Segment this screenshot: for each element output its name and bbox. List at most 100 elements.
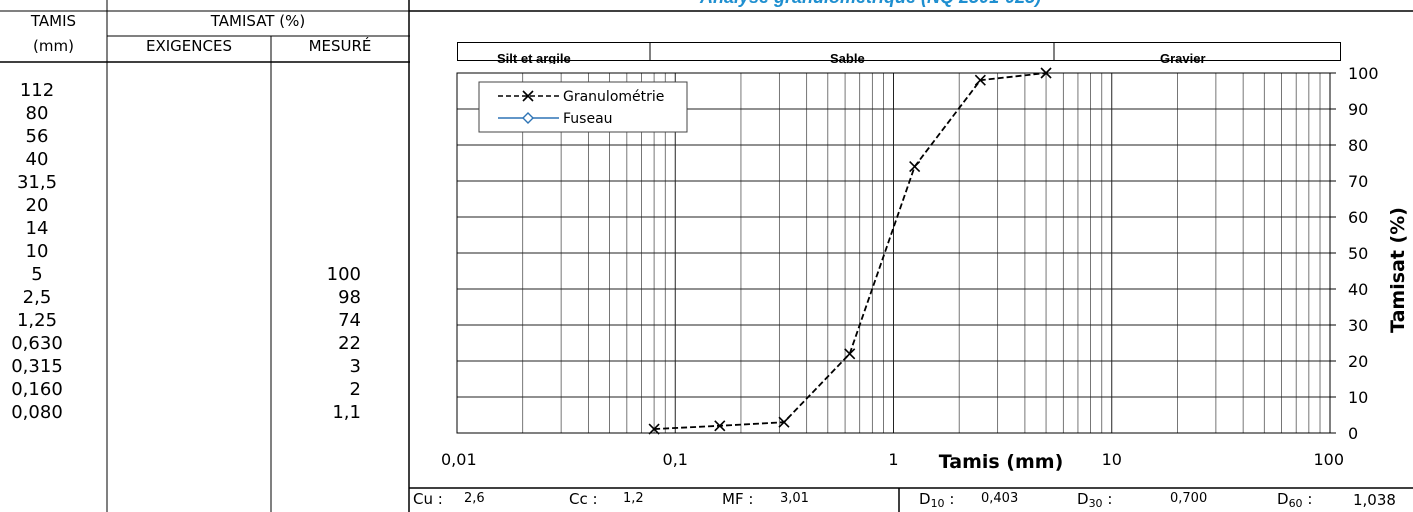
y-axis-ticks: 0 10 20 30 40 50 60 70 80 90 100 — [1330, 64, 1379, 443]
tamis-cell: 31,5 — [16, 172, 58, 193]
y-tick-label: 0 — [1348, 424, 1358, 443]
exigence-cell — [74, 310, 271, 333]
x-tick-label: 1 — [888, 450, 898, 469]
tamis-cell: 0,315 — [11, 356, 63, 377]
exigence-cell — [74, 402, 271, 425]
band-silt-label: Silt et argile — [497, 51, 571, 64]
tamis-cell: 2,5 — [22, 287, 52, 308]
cc-label: Cc : — [569, 490, 598, 508]
data-point-marker — [714, 420, 726, 432]
exigence-cell — [74, 333, 271, 356]
table-row: 2,5 98 — [0, 287, 409, 310]
tamis-cell: 5 — [31, 264, 43, 285]
y-tick-label: 70 — [1348, 172, 1368, 191]
mesure-cell: 1,1 — [332, 402, 361, 423]
x-tick-label: 0,1 — [663, 450, 688, 469]
mesure-cell — [271, 218, 361, 241]
series-layer — [648, 67, 1052, 435]
table-row: 40 — [0, 149, 409, 172]
x-axis-title: Tamis (mm) — [939, 451, 1064, 473]
table-row: 5 100 — [0, 264, 409, 287]
y-tick-label: 50 — [1348, 244, 1368, 263]
data-point-marker — [778, 416, 790, 428]
mesure-cell — [271, 195, 361, 218]
exigence-cell — [74, 149, 271, 172]
exigence-cell — [74, 356, 271, 379]
mesure-cell: 3 — [349, 356, 361, 377]
exigence-cell — [74, 195, 271, 218]
x-axis-ticks: 0,01 0,1 1 10 100 — [441, 450, 1344, 469]
data-point-marker — [1040, 67, 1052, 79]
mesure-cell — [271, 149, 361, 172]
mf-value: 3,01 — [780, 491, 809, 506]
mesure-cell — [271, 103, 361, 126]
d60-value: 1,038 — [1353, 491, 1396, 509]
tamis-header: TAMIS — [30, 12, 77, 30]
exigence-cell — [74, 103, 271, 126]
table-row: 80 — [0, 103, 409, 126]
table-row: 1,25 74 — [0, 310, 409, 333]
legend-granulometrie-label: Granulométrie — [563, 89, 664, 105]
exigence-cell — [74, 172, 271, 195]
exigence-cell — [74, 264, 271, 287]
y-tick-label: 80 — [1348, 136, 1368, 155]
series-granulometrie-line — [654, 72, 1047, 430]
exigence-cell — [74, 287, 271, 310]
tamis-cell: 0,630 — [11, 333, 63, 354]
tamis-cell: 20 — [25, 195, 49, 216]
table-row: 31,5 — [0, 172, 409, 195]
cc-value: 1,2 — [623, 491, 644, 506]
d10-value: 0,403 — [981, 491, 1019, 506]
tamisat-header: TAMISAT (%) — [210, 12, 306, 30]
mesure-cell: 22 — [338, 333, 361, 354]
x-tick-label: 100 — [1313, 450, 1344, 469]
band-sable-label: Sable — [830, 51, 865, 64]
mesure-cell — [271, 126, 361, 149]
exigence-cell — [74, 80, 271, 103]
table-row: 112 — [0, 80, 409, 103]
y-tick-label: 10 — [1348, 388, 1368, 407]
data-point-marker — [974, 74, 986, 86]
data-point-marker — [844, 348, 856, 360]
table-row: 14 — [0, 218, 409, 241]
x-tick-label: 10 — [1102, 450, 1122, 469]
table-row: 10 — [0, 241, 409, 264]
exigence-cell — [74, 241, 271, 264]
table-row: 20 — [0, 195, 409, 218]
y-tick-label: 20 — [1348, 352, 1368, 371]
tamis-cell: 112 — [19, 80, 55, 101]
exigence-cell — [74, 218, 271, 241]
mesure-cell — [271, 172, 361, 195]
mesure-cell: 2 — [349, 379, 361, 400]
tamis-cell: 0,080 — [11, 402, 63, 423]
tamis-cell: 10 — [25, 241, 49, 262]
sieve-table-body: 112 80 56 40 31,5 20 14 10 5 10 — [0, 80, 409, 425]
x-tick-label: 0,01 — [441, 450, 477, 469]
right-frame — [409, 10, 1413, 512]
mesure-cell — [271, 80, 361, 103]
y-tick-label: 60 — [1348, 208, 1368, 227]
legend: Granulométrie Fuseau — [478, 81, 688, 133]
data-point-marker — [648, 423, 660, 435]
mesure-cell — [271, 241, 361, 264]
table-frame — [0, 0, 410, 512]
mesure-cell: 100 — [326, 264, 361, 285]
table-row: 0,630 22 — [0, 333, 409, 356]
legend-fuseau-label: Fuseau — [563, 111, 613, 127]
d60-label: D60 : — [1277, 490, 1313, 510]
tamis-cell: 14 — [25, 218, 49, 239]
y-tick-label: 100 — [1348, 64, 1379, 83]
y-tick-label: 90 — [1348, 100, 1368, 119]
soil-band — [457, 42, 1341, 61]
mesure-cell: 98 — [338, 287, 361, 308]
exigences-header: EXIGENCES — [146, 37, 232, 55]
cu-value: 2,6 — [464, 491, 485, 506]
table-row: 0,160 2 — [0, 379, 409, 402]
granulometry-chart: 0 10 20 30 40 50 60 70 80 90 100 0,01 0,1 1 10 100 Gra… — [441, 64, 1409, 473]
report-title: Analyse granulométrique (NQ 2501-025) — [700, 0, 1041, 8]
data-point-marker — [909, 161, 921, 173]
tamis-cell: 80 — [25, 103, 49, 124]
tamis-unit-header: (mm) — [33, 37, 74, 55]
mf-label: MF : — [722, 490, 754, 508]
table-row: 0,080 1,1 — [0, 402, 409, 425]
